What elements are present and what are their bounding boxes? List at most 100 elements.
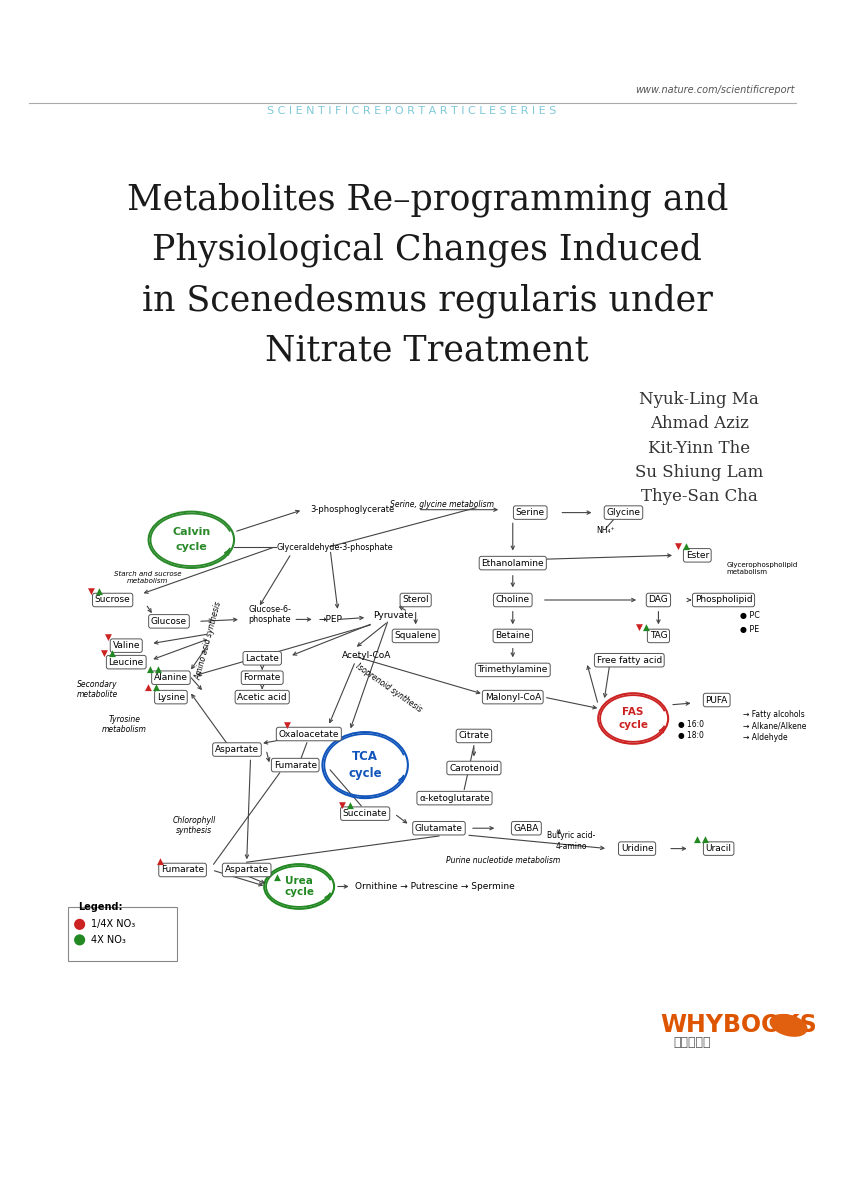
Text: cycle: cycle bbox=[348, 767, 382, 780]
Text: Ahmad Aziz: Ahmad Aziz bbox=[649, 415, 749, 432]
Text: Starch and sucrose
metabolism: Starch and sucrose metabolism bbox=[114, 571, 182, 584]
Text: → Fatty alcohols: → Fatty alcohols bbox=[743, 710, 805, 719]
Text: 3-phosphoglycerate: 3-phosphoglycerate bbox=[311, 505, 395, 514]
Text: Glycine: Glycine bbox=[606, 508, 640, 517]
Text: TCA: TCA bbox=[352, 750, 378, 763]
Text: Ethanolamine: Ethanolamine bbox=[481, 558, 544, 568]
FancyBboxPatch shape bbox=[68, 907, 177, 961]
Text: ▲: ▲ bbox=[153, 683, 160, 692]
Text: ● PC: ● PC bbox=[740, 611, 760, 620]
Text: Amino acid synthesis: Amino acid synthesis bbox=[194, 600, 223, 682]
Text: WHYBOOKS: WHYBOOKS bbox=[661, 1013, 817, 1037]
Text: 1/4X NO₃: 1/4X NO₃ bbox=[92, 919, 136, 929]
Text: Malonyl-CoA: Malonyl-CoA bbox=[485, 692, 541, 702]
Text: Glycerophospholipid
metabolism: Glycerophospholipid metabolism bbox=[727, 563, 798, 576]
Text: Sterol: Sterol bbox=[402, 595, 429, 605]
Text: S C I E N T I F I C R E P O R T A R T I C L E S E R I E S: S C I E N T I F I C R E P O R T A R T I … bbox=[267, 107, 556, 116]
Text: in Scenedesmus regularis under: in Scenedesmus regularis under bbox=[142, 283, 713, 318]
Text: Valine: Valine bbox=[113, 641, 140, 650]
Text: PUFA: PUFA bbox=[706, 696, 728, 704]
Text: Nitrate Treatment: Nitrate Treatment bbox=[266, 334, 589, 368]
Text: Carotenoid: Carotenoid bbox=[449, 763, 498, 773]
Text: Urea: Urea bbox=[285, 876, 313, 886]
Text: Aspartate: Aspartate bbox=[215, 745, 259, 754]
Text: Thye-San Cha: Thye-San Cha bbox=[641, 488, 757, 505]
Text: Ester: Ester bbox=[686, 551, 709, 560]
Text: www.nature.com/scientificreport: www.nature.com/scientificreport bbox=[635, 85, 795, 95]
Text: ● 18:0: ● 18:0 bbox=[678, 732, 704, 740]
Text: Serine: Serine bbox=[515, 508, 545, 517]
Text: Metabolites Re–programming and: Metabolites Re–programming and bbox=[127, 182, 728, 217]
Circle shape bbox=[75, 935, 85, 944]
Text: 4X NO₃: 4X NO₃ bbox=[92, 935, 127, 944]
Text: Su Shiung Lam: Su Shiung Lam bbox=[635, 464, 763, 481]
Text: Free fatty acid: Free fatty acid bbox=[597, 655, 662, 665]
Text: cycle: cycle bbox=[284, 887, 314, 898]
Text: Oxaloacetate: Oxaloacetate bbox=[278, 730, 339, 738]
Text: Tyrosine
metabolism: Tyrosine metabolism bbox=[102, 715, 147, 734]
Text: Trimethylamine: Trimethylamine bbox=[478, 666, 548, 674]
Text: Fumarate: Fumarate bbox=[161, 865, 204, 875]
Text: Ornithine → Putrescine → Spermine: Ornithine → Putrescine → Spermine bbox=[356, 882, 515, 890]
Text: ▲: ▲ bbox=[701, 835, 708, 845]
Text: Succinate: Succinate bbox=[343, 809, 387, 818]
Text: ▼: ▼ bbox=[676, 542, 683, 551]
Text: ▼: ▼ bbox=[87, 587, 95, 595]
Text: Uridine: Uridine bbox=[621, 844, 654, 853]
Text: Acetic acid: Acetic acid bbox=[238, 692, 287, 702]
Text: Nyuk-Ling Ma: Nyuk-Ling Ma bbox=[639, 391, 759, 408]
Text: ▼: ▼ bbox=[284, 721, 291, 730]
Text: FAS: FAS bbox=[622, 707, 644, 716]
Text: Lysine: Lysine bbox=[157, 692, 185, 702]
Text: ▼: ▼ bbox=[105, 632, 112, 642]
Text: Secondary
metabolite: Secondary metabolite bbox=[76, 679, 118, 700]
Text: Fumarate: Fumarate bbox=[273, 761, 317, 769]
Text: ▲: ▲ bbox=[683, 542, 690, 551]
Text: ● 16:0: ● 16:0 bbox=[678, 720, 704, 728]
Text: Lactate: Lactate bbox=[245, 654, 279, 662]
Text: Glucose: Glucose bbox=[151, 617, 187, 626]
Text: Citrate: Citrate bbox=[458, 732, 489, 740]
Text: Aspartate: Aspartate bbox=[225, 865, 269, 875]
Text: Chlorophyll
synthesis: Chlorophyll synthesis bbox=[172, 816, 216, 835]
Text: NH₄⁺: NH₄⁺ bbox=[597, 526, 616, 534]
Text: ▲: ▲ bbox=[145, 683, 152, 692]
Text: ▲: ▲ bbox=[147, 665, 154, 673]
Circle shape bbox=[75, 919, 85, 929]
Text: Serine, glycine metabolism: Serine, glycine metabolism bbox=[390, 500, 494, 509]
Text: 주와이북스: 주와이북스 bbox=[673, 1037, 711, 1049]
Text: Phospholipid: Phospholipid bbox=[694, 595, 752, 605]
Text: Formate: Formate bbox=[244, 673, 281, 682]
Text: DAG: DAG bbox=[649, 595, 668, 605]
Text: cycle: cycle bbox=[176, 542, 207, 552]
Text: ▲: ▲ bbox=[644, 623, 650, 631]
Text: Acetyl-CoA: Acetyl-CoA bbox=[342, 650, 391, 660]
Text: Squalene: Squalene bbox=[395, 631, 437, 641]
Text: Physiological Changes Induced: Physiological Changes Induced bbox=[152, 233, 702, 268]
Text: ● PE: ● PE bbox=[740, 625, 759, 634]
Text: Kit-Yinn The: Kit-Yinn The bbox=[648, 439, 751, 457]
Text: ▲: ▲ bbox=[274, 874, 281, 882]
Text: Alanine: Alanine bbox=[154, 673, 188, 682]
Text: ▼: ▼ bbox=[636, 623, 643, 631]
Text: Glyceraldehyde-3-phosphate: Glyceraldehyde-3-phosphate bbox=[277, 544, 393, 552]
Text: ▲: ▲ bbox=[694, 835, 700, 845]
Text: ▼: ▼ bbox=[340, 800, 346, 810]
Text: → Aldehyde: → Aldehyde bbox=[743, 733, 788, 743]
Text: ▲: ▲ bbox=[155, 665, 161, 673]
Text: Choline: Choline bbox=[496, 595, 530, 605]
Ellipse shape bbox=[769, 1014, 807, 1037]
Text: Butyric acid-
4-amino: Butyric acid- 4-amino bbox=[547, 832, 595, 851]
Text: Sucrose: Sucrose bbox=[95, 595, 131, 605]
Text: Glucose-6-
phosphate: Glucose-6- phosphate bbox=[249, 605, 291, 624]
Text: Purine nucleotide metabolism: Purine nucleotide metabolism bbox=[446, 856, 560, 865]
Text: ▲: ▲ bbox=[157, 857, 164, 865]
Text: ▼: ▼ bbox=[101, 649, 109, 658]
Text: ▲: ▲ bbox=[110, 649, 116, 658]
Text: Glutamate: Glutamate bbox=[415, 823, 463, 833]
Text: →PEP: →PEP bbox=[318, 614, 342, 624]
Text: ▲: ▲ bbox=[347, 800, 354, 810]
Text: TAG: TAG bbox=[649, 631, 667, 641]
Text: ▲: ▲ bbox=[96, 587, 103, 595]
Text: Uracil: Uracil bbox=[706, 844, 732, 853]
